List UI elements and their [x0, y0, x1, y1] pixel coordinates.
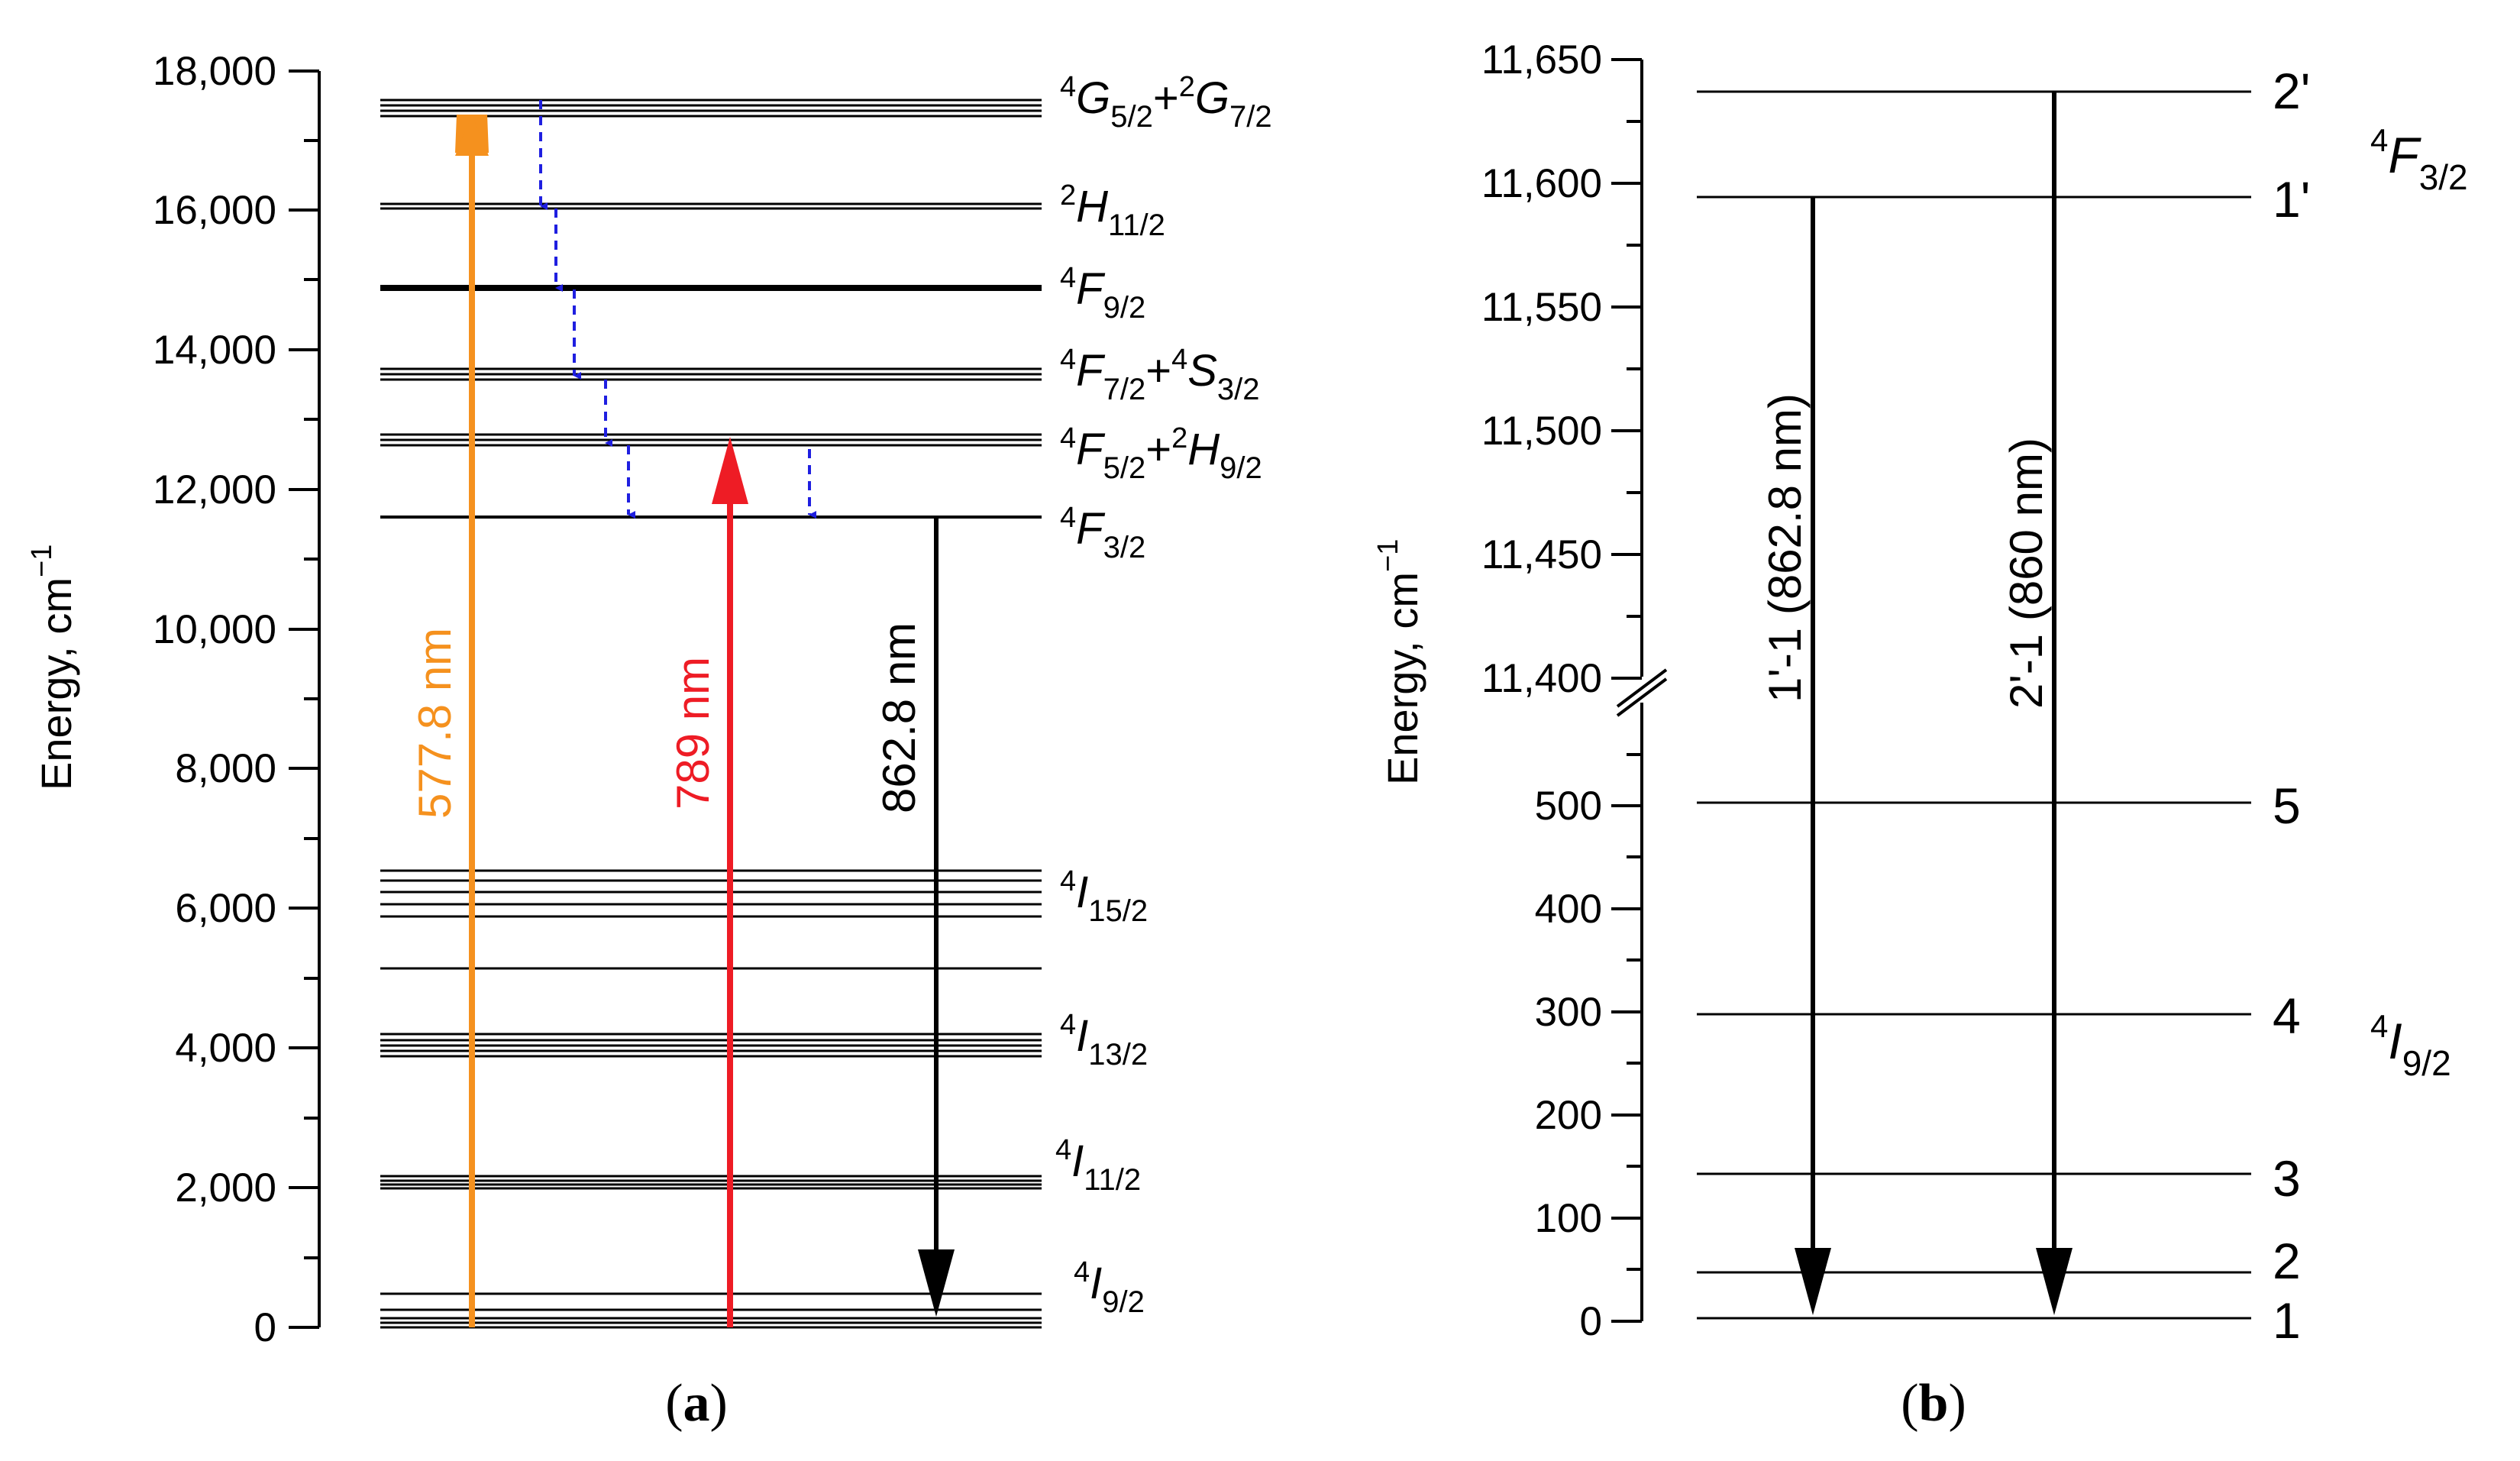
transition-label-1prime-1: 1'-1 (862.8 nm) [1759, 393, 1811, 703]
level-4F9-2 [380, 285, 1042, 291]
panel-b-caption: (b) [1901, 1374, 1966, 1433]
term-label-4I11-2: 4I11/2 [1055, 1134, 1141, 1197]
panel-a-y-ticks: 0 2,000 4,000 6,000 8,000 10,000 12,000 … [153, 49, 319, 1350]
y-tick-label: 12,000 [153, 467, 276, 512]
term-label-4I13-2: 4I13/2 [1060, 1009, 1148, 1072]
black-arrow-label: 862.8 nm [874, 622, 925, 813]
term-label-4F9-2: 4F9/2 [1060, 262, 1145, 325]
panel-a-y-axis-title: Energy, cm−1 [26, 545, 80, 790]
term-label-4F7-2-4S3-2: 4F7/2+4S3/2 [1060, 344, 1260, 406]
level-4G5-2-2G7-2 [380, 99, 1042, 118]
red-arrow-label: 789 nm [667, 657, 719, 810]
term-label-b-4F3-2: 4F3/2 [2370, 122, 2468, 197]
panel-a-term-labels: 4G5/2+2G7/2 2H11/2 4F9/2 4F7/2+4S3/2 4F5… [1055, 71, 1272, 1319]
level-number: 4 [2273, 987, 2301, 1044]
term-label-4F3-2: 4F3/2 [1060, 502, 1145, 564]
y-tick-label: 4,000 [175, 1026, 276, 1071]
level-number: 3 [2273, 1150, 2301, 1207]
panel-a-energy-levels [380, 99, 1042, 1329]
y-tick-label: 18,000 [153, 49, 276, 94]
panel-b-lower-tick-labels: 0 100 200 300 400 500 [1535, 784, 1602, 1344]
level-4I13-2 [380, 1033, 1042, 1058]
y-tick-label: 0 [254, 1305, 276, 1350]
level-4F5-2-2H9-2 [380, 433, 1042, 447]
blue-relaxation-arrows [539, 100, 816, 519]
transition-label-2prime-1: 2'-1 (860 nm) [2001, 438, 2052, 709]
level-2H11-2 [380, 202, 1042, 210]
y-tick-label: 11,550 [1481, 285, 1602, 330]
y-tick-label: 14,000 [153, 328, 276, 373]
panel-b-level-numbers: 2' 1' 5 4 3 2 1 [2273, 63, 2310, 1349]
y-tick-label: 100 [1535, 1196, 1602, 1241]
y-tick-label: 11,400 [1481, 656, 1602, 701]
term-label-2H11-2: 2H11/2 [1060, 179, 1165, 242]
transition-arrow-1prime-1 [1795, 197, 1831, 1315]
term-label-4I15-2: 4I15/2 [1060, 865, 1148, 928]
level-4I15-2 [380, 869, 1042, 918]
transition-arrow-2prime-1 [2036, 92, 2073, 1315]
y-tick-label: 400 [1535, 887, 1602, 932]
y-tick-label: 500 [1535, 784, 1602, 829]
level-number: 1 [2273, 1292, 2301, 1349]
y-tick-label: 11,650 [1481, 37, 1602, 82]
y-tick-label: 300 [1535, 990, 1602, 1035]
panel-b-upper-tick-labels: 11,400 11,450 11,500 11,550 11,600 11,65… [1481, 37, 1602, 701]
term-label-4I9-2: 4I9/2 [1074, 1256, 1145, 1319]
black-emission-arrow [918, 517, 955, 1317]
panel-b-upper-ticks [1611, 58, 1642, 680]
axis-break-icon [1616, 668, 1668, 717]
level-number: 2 [2273, 1233, 2301, 1289]
y-tick-label: 0 [1580, 1299, 1602, 1344]
level-number: 5 [2273, 777, 2301, 834]
panel-b: 11,400 11,450 11,500 11,550 11,600 11,65… [1372, 37, 2468, 1433]
y-tick-label: 11,450 [1481, 532, 1602, 577]
orange-arrow-label: 577.8 nm [409, 628, 460, 819]
term-label-4F5-2-2H9-2: 4F5/2+2H9/2 [1060, 422, 1262, 485]
panel-b-levels [1697, 90, 2251, 1320]
y-tick-label: 6,000 [175, 886, 276, 931]
y-tick-label: 200 [1535, 1093, 1602, 1138]
y-tick-label: 11,500 [1481, 409, 1602, 454]
y-tick-label: 2,000 [175, 1165, 276, 1210]
y-tick-label: 10,000 [153, 607, 276, 652]
y-tick-label: 11,600 [1481, 161, 1602, 206]
y-tick-label: 8,000 [175, 746, 276, 791]
orange-pump-arrow [455, 115, 489, 1327]
level-4I11-2 [380, 1175, 1042, 1190]
panel-a: 0 2,000 4,000 6,000 8,000 10,000 12,000 … [26, 49, 1272, 1433]
panel-b-y-axis-title: Energy, cm−1 [1372, 539, 1426, 785]
level-number: 2' [2273, 63, 2310, 119]
panel-b-lower-ticks [1611, 753, 1642, 1323]
y-tick-label: 16,000 [153, 188, 276, 233]
level-4I9-2 [380, 1292, 1042, 1329]
level-4F7-2-4S3-2 [380, 367, 1042, 381]
term-label-b-4I9-2: 4I9/2 [2370, 1008, 2451, 1083]
panel-a-caption: (a) [665, 1374, 728, 1433]
level-number: 1' [2273, 171, 2310, 228]
term-label-4G5-2-2G7-2: 4G5/2+2G7/2 [1060, 71, 1272, 134]
red-pump-arrow [712, 437, 748, 1327]
